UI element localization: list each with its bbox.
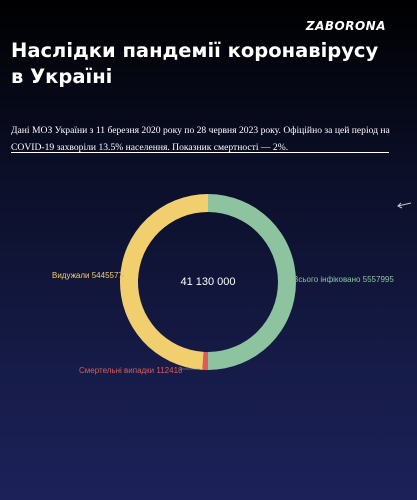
chart-center-label: 41 130 000 [180,276,236,288]
arrow-left-icon [397,202,412,209]
divider [11,152,389,153]
label-deaths: Смертельні випадки 112418 [79,366,183,375]
label-recovered: Видужали 5445577 [52,271,123,280]
label-infected: Всього інфіковано 5557995 [293,275,394,284]
slice-deaths [202,351,208,370]
brand-logo: ZABORONA [305,19,386,33]
description-text: Дані МОЗ України з 11 березня 2020 року … [11,125,390,153]
page-title: Наслідки пандемії коронавірусу в Україні [11,39,379,88]
slice-infected [208,194,296,370]
slice-recovered [120,194,208,370]
